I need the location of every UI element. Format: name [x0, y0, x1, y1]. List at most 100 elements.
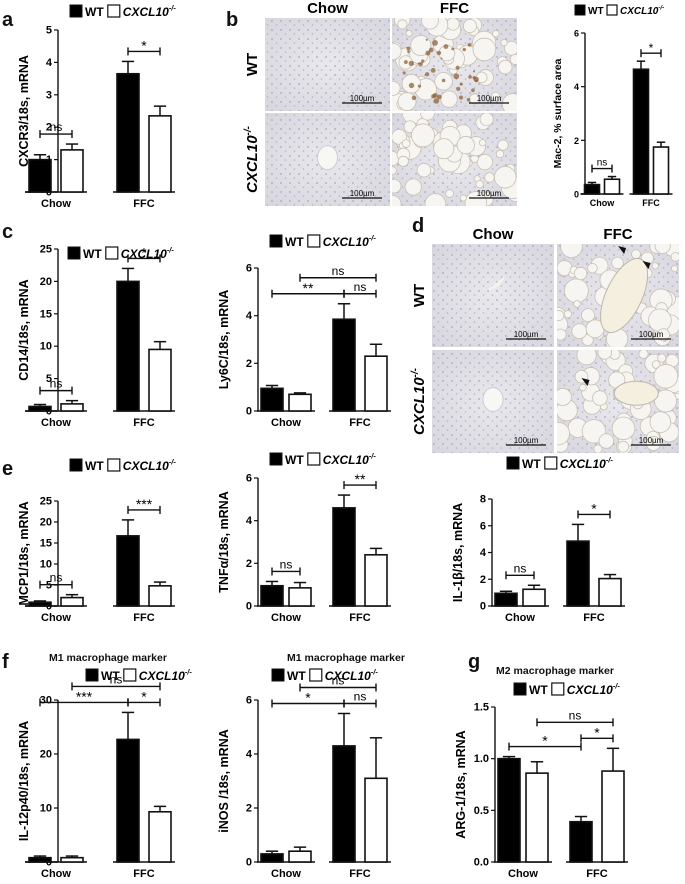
panel-label-a: a [2, 9, 14, 31]
bar-ko [288, 850, 312, 863]
significance-label: * [591, 500, 597, 516]
y-tick-label: 2 [574, 136, 579, 146]
significance-bracket: * [577, 500, 611, 519]
significance-bracket: * [127, 244, 161, 263]
y-tick-label: 2 [246, 558, 252, 570]
significance-label: ns [50, 377, 63, 391]
x-tick-label: Chow [271, 417, 301, 429]
legend-swatch-wt [574, 4, 586, 16]
bar-wt [260, 387, 284, 412]
y-tick-label: 0 [480, 601, 486, 613]
y-tick-label: 15 [40, 308, 52, 320]
column-header: Chow [307, 0, 348, 17]
bar-wt [116, 738, 140, 863]
bar-ko [598, 577, 622, 607]
bar-ko [148, 348, 172, 412]
legend: WT CXCL10-/- [574, 4, 664, 17]
scale-bar-label: 100µm [477, 94, 502, 103]
legend-swatch-ko [307, 452, 321, 466]
bar-ko [652, 146, 670, 195]
legend-label-wt: WT [285, 453, 304, 467]
bar-ko [364, 553, 388, 607]
y-tick-label: 0.0 [474, 857, 489, 869]
bar-ko [288, 587, 312, 607]
x-tick-label: Chow [590, 198, 615, 208]
significance-label: ns [50, 120, 63, 134]
y-tick-label: 20 [40, 749, 52, 761]
significance-label: * [141, 244, 147, 260]
x-tick-label: FFC [349, 417, 370, 429]
bar-wt [332, 507, 356, 607]
legend-swatch-ko [307, 234, 321, 248]
bar-wt [28, 856, 52, 863]
legend-sup: -/- [369, 452, 377, 461]
significance-label: ns [110, 672, 123, 686]
y-tick-label: 5 [46, 580, 52, 592]
significance-label: * [542, 733, 548, 749]
legend: WT CXCL10-/- [69, 4, 176, 19]
significance-label: ** [355, 471, 366, 487]
chart-f1: M1 macrophage markerWTCXCL10-/-0102030IL… [17, 652, 192, 880]
y-tick-label: 4 [574, 82, 579, 92]
significance-label: ns [514, 561, 527, 575]
y-tick-label: 3 [46, 89, 52, 101]
legend-swatch-wt [69, 458, 83, 472]
significance-label: * [594, 724, 600, 740]
significance-label: * [141, 37, 147, 53]
legend-label-ko: CXCL10-/- [567, 682, 621, 697]
legend: WT CXCL10-/- [69, 458, 176, 473]
significance-bracket: ns [536, 708, 614, 727]
significance-label: ns [569, 708, 582, 722]
y-tick-label: 20 [40, 276, 52, 288]
scale-bar-label: 100µm [350, 94, 375, 103]
significance-label: ns [597, 158, 608, 169]
legend-label-wt: WT [522, 457, 541, 471]
significance-label: ns [280, 557, 293, 571]
significance-label: *** [136, 496, 153, 512]
legend-swatch-ko [123, 668, 137, 682]
significance-bracket: * [127, 688, 161, 707]
bar-ko [148, 585, 172, 607]
bar-wt [28, 405, 52, 412]
y-tick-label: 20 [40, 517, 52, 529]
y-tick-label: 0 [246, 857, 252, 869]
significance-bracket: * [580, 724, 614, 743]
significance-label: ns [354, 690, 367, 704]
y-tick-label: 8 [480, 494, 486, 506]
legend-swatch-wt [513, 682, 527, 696]
legend-sup: -/- [371, 668, 379, 677]
y-tick-label: 25 [40, 496, 52, 508]
x-tick-label: Chow [505, 612, 535, 624]
x-tick-label: Chow [41, 198, 71, 210]
y-tick-label: 6 [246, 695, 252, 707]
legend-sup: -/- [606, 456, 614, 465]
legend-swatch-ko [544, 456, 558, 470]
significance-bracket: ns [299, 674, 377, 692]
legend-sup: -/- [658, 5, 664, 12]
chart-g: M2 macrophage marker WT CXCL10-/- 0.0 0.5 1.0… [454, 665, 628, 880]
x-tick-label: FFC [133, 868, 154, 880]
significance-label: ns [332, 674, 345, 688]
legend-label-wt: WT [83, 247, 102, 261]
bar-wt [494, 592, 518, 607]
y-axis-label: Mac-2, % surface area [552, 58, 564, 168]
tissue-image-chow-ko: 100µm [265, 113, 390, 206]
scale-bar-label: 100µm [514, 436, 539, 445]
y-axis-label: iNOS /18s, mRNA [217, 729, 231, 833]
tissue-image-ffc-ko: 100µm [557, 350, 679, 453]
bar-ko [60, 403, 84, 412]
panel-label-b: b [226, 9, 238, 31]
y-tick-label: 5 [46, 373, 52, 385]
significance-bracket: ** [343, 471, 377, 490]
scale-bar-label: 100µm [477, 189, 502, 198]
column-header: Chow [473, 226, 514, 243]
x-tick-label: FFC [349, 612, 370, 624]
significance-label: * [305, 690, 311, 706]
chart-e3: WT CXCL10-/- 0 2 4 6 8 IL-1β/18s, mRNA Chow FFC ns… [451, 456, 625, 624]
bar-ko [364, 355, 388, 412]
legend-sup: -/- [185, 668, 193, 677]
legend-sup: -/- [613, 682, 621, 691]
